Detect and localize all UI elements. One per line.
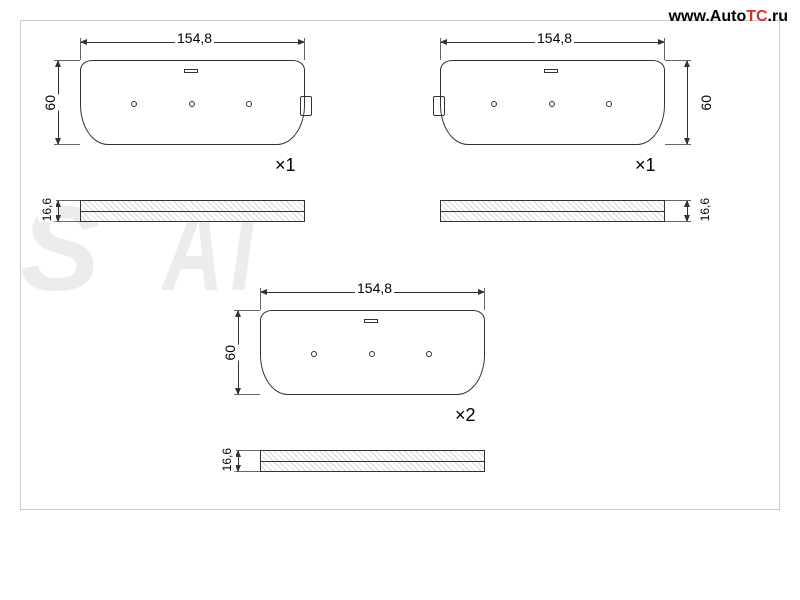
- pad-clip: [433, 96, 445, 116]
- dim-line-height: [687, 60, 688, 145]
- ext-line: [234, 394, 260, 395]
- pad-slot: [364, 319, 378, 323]
- dim-thickness-value: 16,6: [218, 448, 236, 471]
- dim-height-value: 60: [40, 95, 60, 111]
- ext-line: [664, 38, 665, 60]
- side-view-bottom-group: 16,6: [260, 450, 485, 472]
- brake-pad-side: [440, 200, 665, 222]
- qty-label: ×1: [275, 155, 296, 176]
- dim-arrow: [684, 60, 690, 67]
- pad-hole: [189, 101, 195, 107]
- ext-line: [54, 144, 80, 145]
- pad-top-left-group: 154,8 60 ×1: [80, 60, 305, 145]
- ext-line: [665, 144, 691, 145]
- ext-line: [665, 60, 691, 61]
- pad-hole: [606, 101, 612, 107]
- pad-hole: [549, 101, 555, 107]
- dim-arrow: [235, 310, 241, 317]
- technical-drawing: 154,8 60 ×1 154,8: [0, 0, 800, 600]
- ext-line: [260, 288, 261, 310]
- ext-line: [304, 38, 305, 60]
- dim-arrow: [260, 289, 267, 295]
- side-split-line: [441, 211, 664, 212]
- qty-label: ×2: [455, 405, 476, 426]
- qty-label: ×1: [635, 155, 656, 176]
- ext-line: [234, 471, 260, 472]
- pad-top-right-group: 154,8 60 ×1: [440, 60, 665, 145]
- ext-line: [234, 310, 260, 311]
- dim-arrow: [55, 60, 61, 67]
- pad-bottom-group: 154,8 60 ×2: [260, 310, 485, 395]
- side-split-line: [261, 461, 484, 462]
- ext-line: [54, 200, 80, 201]
- side-view-left-group: 16,6: [80, 200, 305, 222]
- dim-thickness-value: 16,6: [38, 198, 56, 221]
- brake-pad-front: [260, 310, 485, 395]
- dim-thickness-value: 16,6: [696, 198, 714, 221]
- brake-pad-front: [80, 60, 305, 145]
- ext-line: [80, 38, 81, 60]
- ext-line: [440, 38, 441, 60]
- ext-line: [54, 221, 80, 222]
- dim-arrow: [80, 39, 87, 45]
- ext-line: [234, 450, 260, 451]
- ext-line: [484, 288, 485, 310]
- side-split-line: [81, 211, 304, 212]
- pad-hole: [426, 351, 432, 357]
- pad-slot: [184, 69, 198, 73]
- dim-width-value: 154,8: [355, 280, 394, 296]
- brake-pad-front: [440, 60, 665, 145]
- brake-pad-side: [260, 450, 485, 472]
- pad-hole: [246, 101, 252, 107]
- watermark-url: www.AutoTC.ru: [669, 8, 788, 26]
- pad-hole: [369, 351, 375, 357]
- ext-line: [54, 60, 80, 61]
- pad-slot: [544, 69, 558, 73]
- dim-width-value: 154,8: [535, 30, 574, 46]
- dim-arrow: [684, 200, 690, 207]
- pad-hole: [131, 101, 137, 107]
- ext-line: [665, 200, 691, 201]
- pad-clip: [300, 96, 312, 116]
- pad-hole: [491, 101, 497, 107]
- dim-arrow: [440, 39, 447, 45]
- brake-pad-side: [80, 200, 305, 222]
- dim-height-value: 60: [696, 95, 716, 111]
- side-view-right-group: 16,6: [440, 200, 665, 222]
- ext-line: [665, 221, 691, 222]
- dim-width-value: 154,8: [175, 30, 214, 46]
- dim-height-value: 60: [220, 345, 240, 361]
- pad-hole: [311, 351, 317, 357]
